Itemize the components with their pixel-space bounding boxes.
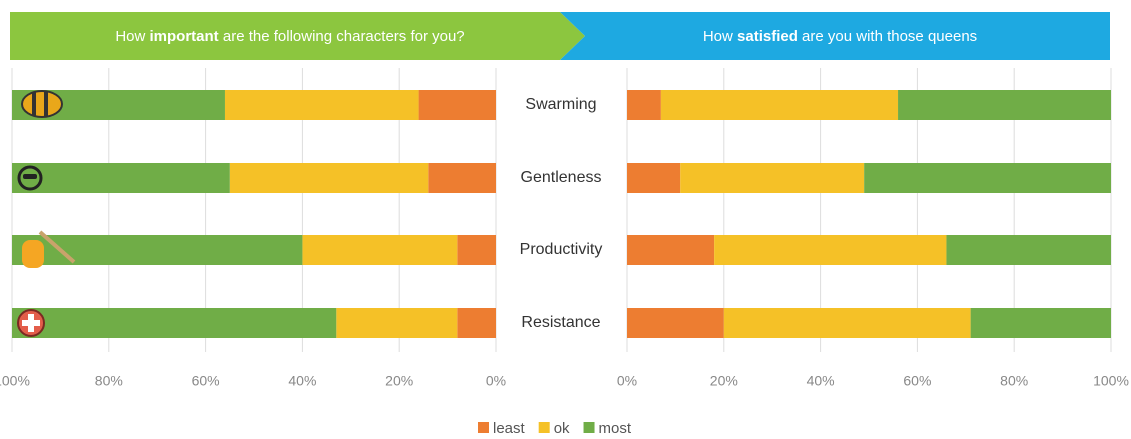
bar-segment xyxy=(864,163,1111,193)
bar-segment xyxy=(627,235,715,265)
x-tick-label: 20% xyxy=(710,373,738,389)
bar-segment xyxy=(898,90,1111,120)
face-glasses xyxy=(23,174,37,179)
bar-segment xyxy=(229,163,429,193)
x-tick-label: 80% xyxy=(95,373,123,389)
bar-segment xyxy=(680,163,865,193)
x-tick-label: 100% xyxy=(1093,373,1129,389)
bar-segment xyxy=(457,308,496,338)
x-tick-label: 100% xyxy=(0,373,30,389)
x-tick-label: 40% xyxy=(288,373,316,389)
x-tick-label: 0% xyxy=(617,373,637,389)
title-part: are you with those queens xyxy=(798,28,977,45)
banner-right xyxy=(560,12,1110,60)
title-part: are the following characters for you? xyxy=(219,28,465,45)
bar-segment xyxy=(627,163,681,193)
x-tick-label: 60% xyxy=(903,373,931,389)
honey-icon xyxy=(22,240,44,268)
title-part: important xyxy=(150,28,219,45)
cross-bar xyxy=(22,320,40,326)
legend-swatch xyxy=(538,422,550,433)
x-tick-label: 0% xyxy=(486,373,506,389)
bar-segment xyxy=(970,308,1111,338)
bar-segment xyxy=(418,90,496,120)
bar-segment xyxy=(723,308,971,338)
icons xyxy=(17,90,76,337)
bar-segment xyxy=(660,90,899,120)
category-label: Swarming xyxy=(525,96,596,113)
x-tick-label: 40% xyxy=(807,373,835,389)
honey-dipper xyxy=(38,230,76,264)
bee-icon xyxy=(21,90,63,118)
bar-segment xyxy=(428,163,496,193)
bar-segment xyxy=(457,235,496,265)
x-tick-label: 80% xyxy=(1000,373,1028,389)
banner-left xyxy=(10,12,585,60)
chart-title: How important are the following characte… xyxy=(115,28,464,45)
bar-segment xyxy=(714,235,947,265)
legend-label: ok xyxy=(554,420,570,437)
bar-segment xyxy=(12,235,303,265)
bar-segment xyxy=(946,235,1111,265)
chart-title: How satisfied are you with those queens xyxy=(703,28,977,45)
legend-swatch xyxy=(583,422,595,433)
bar-segment xyxy=(12,163,230,193)
category-label: Productivity xyxy=(520,241,603,258)
title-part: How xyxy=(703,28,737,45)
bar-segment xyxy=(224,90,419,120)
category-label: Gentleness xyxy=(521,169,602,186)
bar-segment xyxy=(627,308,724,338)
bar-segment xyxy=(336,308,458,338)
bar-segment xyxy=(302,235,458,265)
x-tick-label: 60% xyxy=(192,373,220,389)
legend-label: least xyxy=(493,420,526,437)
title-part: How xyxy=(115,28,149,45)
bar-segment xyxy=(12,308,337,338)
legend-label: most xyxy=(599,420,632,437)
bar-segment xyxy=(627,90,661,120)
title-part: satisfied xyxy=(737,28,798,45)
legend-swatch xyxy=(478,422,489,433)
x-tick-label: 20% xyxy=(385,373,413,389)
category-label: Resistance xyxy=(521,314,600,331)
